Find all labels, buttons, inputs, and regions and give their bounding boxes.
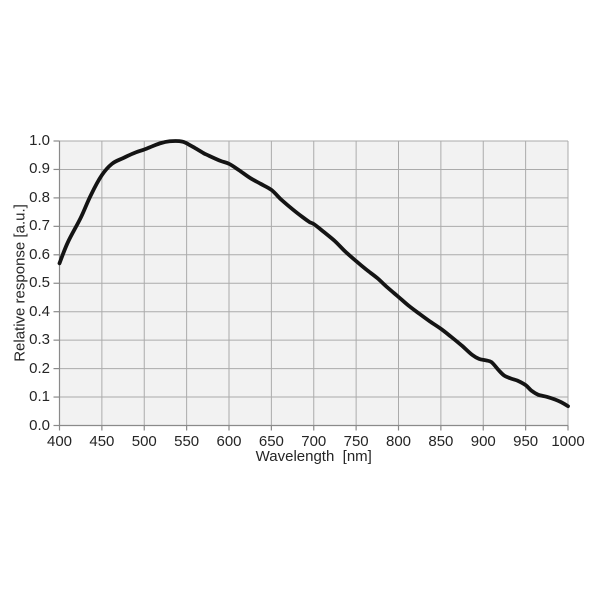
x-tick-label: 900 [470,433,496,450]
x-tick-label: 850 [428,433,454,450]
x-tick-label: 750 [343,433,369,450]
x-tick-label: 950 [513,433,539,450]
y-tick-label: 0.4 [29,302,50,320]
x-axis-title: Wavelength [nm] [255,448,372,465]
y-tick-label: 0.2 [29,359,50,377]
x-tick-label: 650 [258,433,284,450]
y-tick-label: 1.0 [29,132,50,149]
y-tick-label: 0.7 [29,217,50,235]
x-tick-label: 550 [174,433,200,450]
response-curve [57,139,570,409]
x-tick-label: 800 [385,433,412,450]
y-tick-label: 0.3 [29,331,50,349]
x-tick-label: 600 [216,433,242,450]
y-tick-label: 0.8 [29,188,50,206]
y-tick-label: 0.0 [29,416,50,434]
y-tick-label: 0.9 [29,160,50,178]
x-tick-label: 450 [89,433,115,450]
x-tick-label: 500 [131,433,157,450]
y-tick-label: 0.6 [29,245,50,263]
y-tick-label: 0.1 [29,388,50,406]
y-axis-title: Relative response [a.u.] [11,204,29,363]
x-tick-label: 1000 [551,433,585,450]
x-tick-label: 400 [46,433,73,450]
y-tick-label: 0.5 [29,274,50,292]
x-tick-label: 700 [301,433,327,450]
